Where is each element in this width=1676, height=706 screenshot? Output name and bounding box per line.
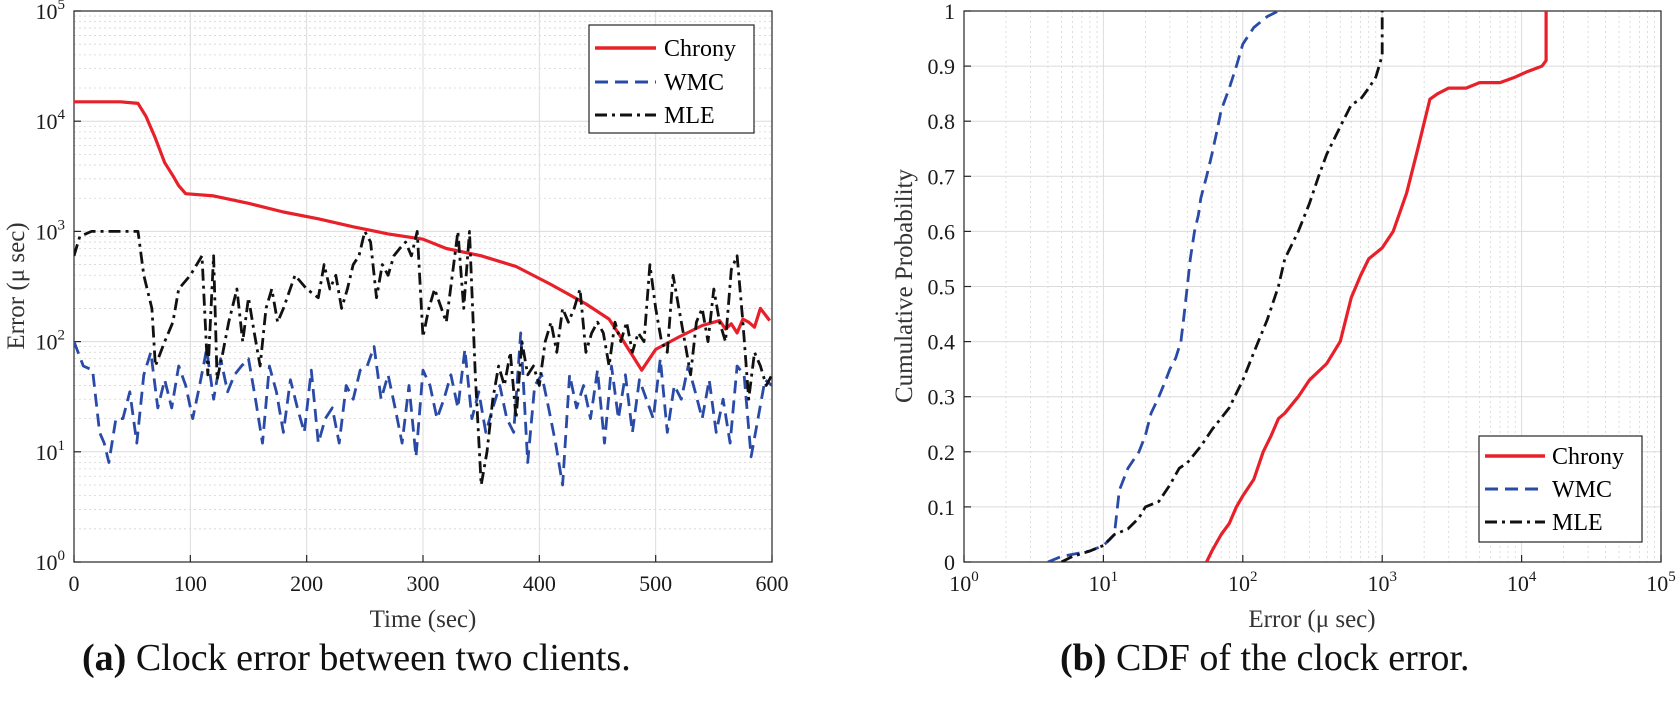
- legend-label-mle: MLE: [664, 103, 715, 129]
- chart-b-ticks: 100 101 102 103 104 105 0 0.1 0.2 0.3 0.4 0.5 0.6 0.7…: [928, 0, 1676, 596]
- chart-b-series: [1047, 11, 1548, 562]
- caption-b-label: (b): [1060, 637, 1107, 679]
- y-tick-label: 1: [944, 0, 955, 24]
- x-tick-label: 200: [290, 571, 323, 596]
- y-tick-label: 0: [944, 550, 955, 575]
- legend-label-wmc: WMC: [1552, 477, 1612, 503]
- legend-label-mle: MLE: [1552, 510, 1603, 536]
- y-tick-label: 0.8: [928, 109, 956, 134]
- x-tick-label: 400: [523, 571, 556, 596]
- y-tick-label: 102: [36, 328, 66, 355]
- chart-b-legend: Chrony WMC MLE: [1478, 435, 1643, 543]
- chart-b: 100 101 102 103 104 105 0 0.1 0.2 0.3 0.4 0.5 0.6 0.7…: [891, 0, 1676, 633]
- caption-b: (b) CDF of the clock error.: [1060, 636, 1469, 680]
- series-line-chrony: [1205, 11, 1548, 562]
- y-tick-label: 0.6: [928, 219, 956, 244]
- x-tick-label: 103: [1367, 569, 1397, 596]
- series-line-mle: [1060, 11, 1384, 562]
- y-tick-label: 0.2: [928, 440, 956, 465]
- x-tick-label: 500: [639, 571, 672, 596]
- chart-b-grid: [963, 10, 1662, 563]
- x-tick-label: 100: [949, 569, 979, 596]
- x-tick-label: 102: [1228, 569, 1258, 596]
- legend-label-chrony: Chrony: [664, 36, 736, 62]
- chart-a-xlabel: Time (sec): [370, 606, 477, 633]
- x-tick-label: 600: [756, 571, 789, 596]
- y-tick-label: 0.4: [928, 330, 956, 355]
- caption-a: (a) Clock error between two clients.: [82, 636, 631, 680]
- y-tick-label: 103: [36, 217, 66, 244]
- chart-a-legend: Chrony WMC MLE: [588, 24, 755, 134]
- legend-label-chrony: Chrony: [1552, 444, 1624, 470]
- y-tick-label: 105: [36, 0, 66, 24]
- x-tick-label: 100: [174, 571, 207, 596]
- caption-a-text: Clock error between two clients.: [135, 637, 631, 679]
- y-tick-label: 0.7: [928, 164, 956, 189]
- series-line-chrony: [74, 100, 771, 372]
- series-line-wmc: [74, 331, 772, 487]
- y-tick-label: 101: [36, 438, 66, 465]
- y-tick-label: 0.3: [928, 385, 956, 410]
- legend-label-wmc: WMC: [664, 70, 724, 96]
- series-line-wmc: [1047, 11, 1280, 562]
- y-tick-label: 0.1: [928, 495, 956, 520]
- chart-b-ylabel: Cumulative Probability: [891, 168, 918, 403]
- y-tick-label: 0.9: [928, 54, 956, 79]
- legend-box: [588, 24, 755, 134]
- x-tick-label: 105: [1646, 569, 1676, 596]
- x-tick-label: 101: [1089, 569, 1119, 596]
- chart-b-xlabel: Error (μ sec): [1248, 606, 1375, 633]
- series-line-mle: [74, 229, 772, 487]
- x-tick-label: 300: [407, 571, 440, 596]
- caption-a-label: (a): [82, 637, 127, 679]
- x-tick-label: 104: [1507, 569, 1537, 596]
- chart-a-series: [74, 100, 772, 487]
- y-tick-label: 104: [36, 107, 66, 134]
- x-tick-label: 0: [69, 571, 80, 596]
- y-tick-label: 0.5: [928, 275, 956, 300]
- y-tick-label: 100: [36, 548, 66, 575]
- caption-b-text: CDF of the clock error.: [1115, 637, 1470, 679]
- chart-a-ylabel: Error (μ sec): [3, 222, 30, 349]
